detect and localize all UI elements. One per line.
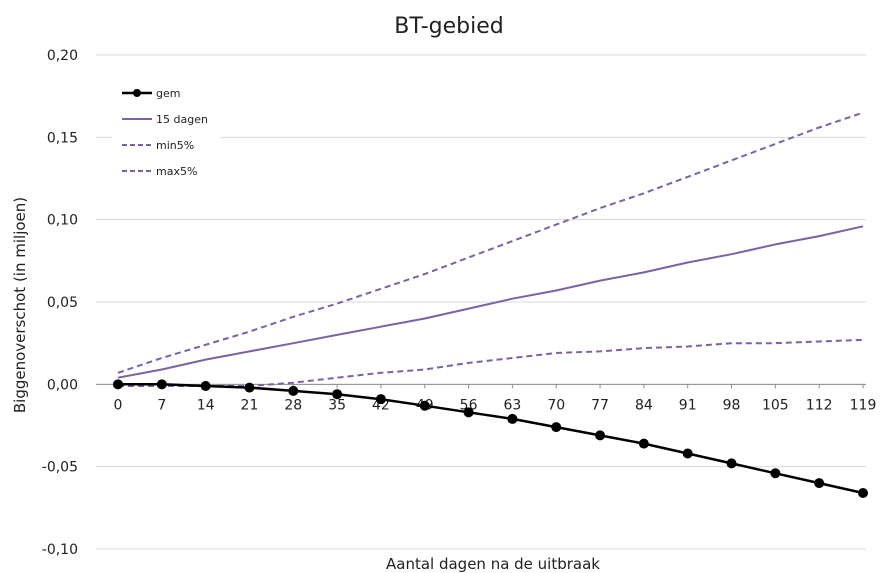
x-tick-label: 119 xyxy=(850,397,877,413)
data-point xyxy=(419,400,430,411)
data-point xyxy=(638,438,649,449)
y-tick-label: 0,15 xyxy=(47,130,78,146)
series-group xyxy=(113,111,868,499)
data-point xyxy=(726,458,737,469)
legend-box xyxy=(112,78,220,188)
data-point xyxy=(332,389,343,400)
x-axis-label: Aantal dagen na de uitbraak xyxy=(386,555,600,573)
y-tick-label: -0,10 xyxy=(42,542,78,558)
data-point xyxy=(200,380,211,391)
data-point xyxy=(463,407,474,418)
x-tick-label: 70 xyxy=(547,397,565,413)
legend-label: min5% xyxy=(156,139,194,152)
x-tick-label: 105 xyxy=(762,397,789,413)
y-tick-label: 0,05 xyxy=(47,295,78,311)
x-tick-label: 98 xyxy=(723,397,741,413)
data-point xyxy=(288,385,299,396)
data-point xyxy=(814,478,825,489)
data-point xyxy=(551,422,562,433)
series-line-max5- xyxy=(117,111,864,374)
gridlines xyxy=(96,54,866,550)
data-point xyxy=(682,448,693,459)
data-point xyxy=(507,413,518,424)
series-line-gem xyxy=(118,383,864,495)
x-tick-label: 84 xyxy=(635,397,653,413)
x-tick-label: 56 xyxy=(460,397,478,413)
x-tick-label: 35 xyxy=(328,397,346,413)
x-tick-label: 14 xyxy=(197,397,215,413)
x-tick-label: 77 xyxy=(591,397,609,413)
data-point xyxy=(858,488,868,499)
legend-label: 15 dagen xyxy=(156,113,208,126)
x-tick-label: 112 xyxy=(806,397,833,413)
series-line-15-dagen xyxy=(117,225,864,379)
y-tick-label: 0,10 xyxy=(47,213,78,229)
data-point xyxy=(244,382,255,393)
legend-label: gem xyxy=(156,87,180,100)
x-tick-label: 7 xyxy=(157,397,166,413)
series-line-min5- xyxy=(118,338,864,387)
x-tick-label: 21 xyxy=(241,397,259,413)
x-tick-label: 28 xyxy=(284,397,302,413)
data-point xyxy=(375,394,386,405)
y-tick-label: 0,00 xyxy=(47,377,78,393)
x-tick-label: 91 xyxy=(679,397,697,413)
y-tick-label: -0,05 xyxy=(42,460,78,476)
legend: gem 15 dagen min5% max5% xyxy=(112,78,220,188)
data-point xyxy=(595,430,606,441)
y-axis-ticks: 0,20 0,15 0,10 0,05 0,00 -0,05 -0,10 xyxy=(42,48,78,558)
data-point xyxy=(113,379,123,390)
legend-label: max5% xyxy=(156,165,197,178)
x-tick-label: 63 xyxy=(503,397,521,413)
y-tick-label: 0,20 xyxy=(47,48,78,64)
legend-marker xyxy=(133,89,141,97)
data-point xyxy=(156,379,167,390)
y-axis-label: Biggenoverschot (in miljoen) xyxy=(11,197,29,413)
chart-title: BT-gebied xyxy=(394,14,504,39)
x-tick-label: 0 xyxy=(114,397,123,413)
data-point xyxy=(770,468,781,479)
